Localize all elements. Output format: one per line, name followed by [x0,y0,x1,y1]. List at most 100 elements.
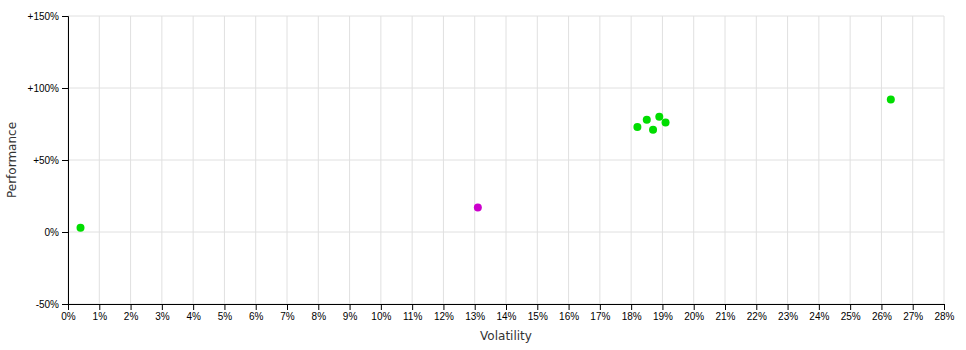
x-tick-label: 20% [684,311,704,322]
points [77,96,895,232]
x-tick-label: 10% [371,311,391,322]
x-tick: 8% [312,304,327,322]
x-tick: 3% [155,304,170,322]
x-tick: 6% [249,304,264,322]
x-tick-label: 2% [124,311,139,322]
y-tick: 0% [45,227,68,238]
y-axis-line [62,17,69,305]
x-tick-mark [819,304,820,310]
point [643,116,651,124]
x-tick: 14% [496,304,516,322]
x-tick-mark [381,304,382,310]
x-axis: 0%1%2%3%4%5%6%7%8%9%10%11%12%13%14%15%16… [61,304,954,322]
x-tick-label: 27% [903,311,923,322]
x-tick: 20% [684,304,704,322]
x-tick: 4% [186,304,201,322]
x-tick: 12% [434,304,454,322]
y-grid-line [68,88,944,89]
x-tick-label: 1% [93,311,108,322]
point [655,113,663,121]
x-tick-mark [725,304,726,310]
x-tick-mark [287,304,288,310]
y-tick-label: -50% [36,299,59,310]
point [662,119,670,127]
x-tick-mark [756,304,757,310]
x-tick-label: 19% [653,311,673,322]
x-tick-label: 22% [747,311,767,322]
y-grid-line [68,16,944,17]
x-tick-label: 13% [465,311,485,322]
point [649,126,657,134]
x-tick-mark [537,304,538,310]
x-tick-label: 8% [312,311,327,322]
x-tick: 28% [934,304,954,322]
y-grid-line [68,160,944,161]
point [887,96,895,104]
x-tick-mark [162,304,163,310]
point [633,123,641,131]
x-tick-label: 18% [622,311,642,322]
x-tick-label: 3% [155,311,170,322]
x-tick: 17% [590,304,610,322]
y-tick-label: +150% [28,11,60,22]
x-tick-label: 26% [872,311,892,322]
x-tick-mark [850,304,851,310]
x-tick-mark [694,304,695,310]
y-tick-mark [62,88,68,89]
y-tick-mark [62,232,68,233]
x-tick: 25% [841,304,861,322]
x-tick: 5% [218,304,233,322]
x-tick-mark [224,304,225,310]
x-tick-label: 25% [841,311,861,322]
x-axis-title: Volatility [480,329,532,343]
x-tick-mark [600,304,601,310]
x-tick-mark [443,304,444,310]
x-tick-label: 28% [934,311,954,322]
x-tick-label: 15% [528,311,548,322]
y-tick: +50% [33,155,68,166]
x-tick-mark [631,304,632,310]
y-axis: -50% 0% +50% +100% +150% [28,11,69,310]
x-tick-label: 23% [778,311,798,322]
y-grid-line [68,232,944,233]
grid [68,16,944,304]
x-tick: 18% [622,304,642,322]
x-axis-line [69,305,945,311]
y-tick: -50% [36,299,68,310]
x-tick-label: 12% [434,311,454,322]
x-tick-mark [944,304,945,310]
y-tick-label: 0% [45,227,60,238]
point [77,224,85,232]
y-axis-title: Performance [5,122,19,198]
x-tick: 16% [559,304,579,322]
x-tick-mark [131,304,132,310]
plot: 0%1%2%3%4%5%6%7%8%9%10%11%12%13%14%15%16… [28,11,955,322]
x-tick-mark [193,304,194,310]
x-tick-mark [475,304,476,310]
x-tick-mark [788,304,789,310]
series [633,96,894,134]
x-tick: 2% [124,304,139,322]
y-tick: +150% [28,11,68,22]
x-tick-mark [350,304,351,310]
x-tick-label: 11% [403,311,422,322]
x-tick-mark [662,304,663,310]
x-tick-mark [506,304,507,310]
x-tick-mark [99,304,100,310]
y-tick-mark [62,160,68,161]
x-tick: 9% [343,304,358,322]
x-tick: 21% [715,304,735,322]
y-tick: +100% [28,83,68,94]
x-tick-mark [318,304,319,310]
x-tick: 23% [778,304,798,322]
x-tick-label: 0% [61,311,76,322]
x-tick-label: 5% [218,311,233,322]
x-tick-label: 17% [590,311,610,322]
series [77,224,85,232]
x-tick-mark [412,304,413,310]
x-tick-label: 24% [809,311,829,322]
x-tick-label: 4% [186,311,201,322]
x-tick-mark [256,304,257,310]
x-tick-label: 16% [559,311,579,322]
x-tick-label: 21% [715,311,735,322]
